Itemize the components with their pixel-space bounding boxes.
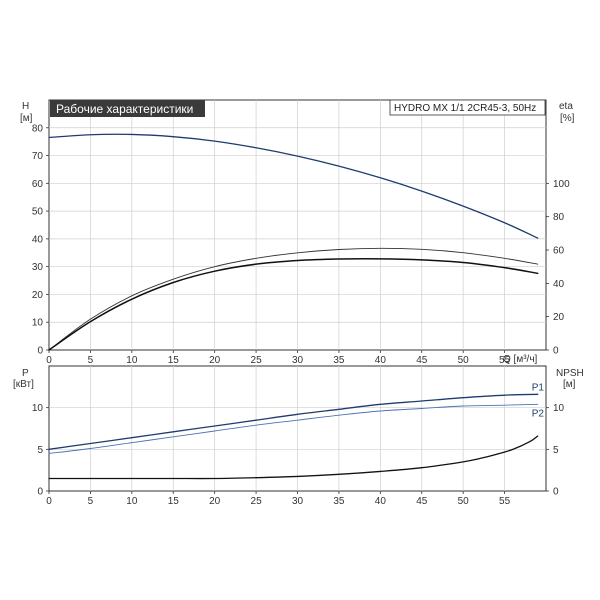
top-x-tick-label: 20: [209, 355, 221, 366]
top-x-tick-label: 30: [292, 355, 304, 366]
bottom-x-tick-label: 10: [126, 496, 138, 507]
top-right-tick-label: 100: [553, 179, 570, 190]
top-x-tick-label: 10: [126, 355, 138, 366]
top-x-tick-label: 45: [416, 355, 428, 366]
top-x-tick-label: 0: [46, 355, 52, 366]
top-x-tick-label: 5: [88, 355, 94, 366]
top-right-tick-label: 80: [553, 212, 565, 223]
bottom-left-tick-label: 5: [37, 445, 43, 456]
bottom-right-tick-label: 10: [553, 403, 565, 414]
model-box: [389, 99, 546, 116]
bottom-tick-labels: 0 5 10 0 5 10 0 5 10 15 20 25 30 35 40 45 50 55: [32, 403, 565, 507]
top-left-tick-label: 40: [32, 234, 44, 245]
top-left-tick-label: 80: [32, 123, 44, 134]
bottom-grid: [46, 366, 549, 494]
top-right-tick-label: 40: [553, 279, 565, 290]
top-x-tick-label: 15: [168, 355, 180, 366]
top-series-line-2: [48, 257, 539, 351]
top-series-line-0: [48, 133, 539, 239]
bottom-left-axis-unit: [кВт]: [13, 379, 34, 390]
bottom-x-tick-label: 25: [251, 496, 263, 507]
bottom-x-tick-label: 35: [333, 496, 345, 507]
top-left-tick-label: 10: [32, 318, 44, 329]
top-right-tick-label: 60: [553, 246, 565, 257]
top-left-tick-label: 70: [32, 151, 44, 162]
top-left-tick-label: 50: [32, 207, 44, 218]
top-right-axis-label: eta: [559, 101, 573, 112]
x-axis-label: Q [м³/ч]: [503, 354, 538, 365]
bottom-x-tick-label: 5: [88, 496, 94, 507]
top-tick-labels: 0 10 20 30 40 50 60 70 80 0 20 40 60 80 100 0 5 10 15 20 25 3…: [32, 123, 570, 366]
bottom-left-tick-label: 0: [37, 487, 43, 498]
bottom-series-line-1: [48, 403, 539, 454]
bottom-right-tick-label: 5: [553, 445, 559, 456]
top-right-tick-label: 20: [553, 312, 565, 323]
top-x-tick-label: 40: [375, 355, 387, 366]
bottom-series-label-0: P1: [532, 382, 545, 393]
header-title: Рабочие характеристики: [56, 102, 193, 116]
top-left-tick-label: 60: [32, 179, 44, 190]
bottom-x-tick-label: 50: [458, 496, 470, 507]
bottom-right-axis-unit: [м]: [563, 379, 576, 390]
bottom-left-tick-label: 10: [32, 403, 44, 414]
top-left-tick-label: 20: [32, 290, 44, 301]
bottom-x-tick-label: 20: [209, 496, 221, 507]
bottom-x-tick-label: 40: [375, 496, 387, 507]
top-x-tick-label: 50: [458, 355, 470, 366]
header-title-bg: [50, 100, 205, 117]
top-left-axis-label: H: [22, 101, 29, 112]
bottom-right-axis-label: NPSH: [556, 368, 584, 379]
model-label: HYDRO MX 1/1 2CR45-3, 50Hz: [394, 103, 536, 114]
top-x-tick-label: 35: [333, 355, 345, 366]
bottom-x-tick-label: 30: [292, 496, 304, 507]
bottom-left-axis-label: P: [22, 368, 29, 379]
top-series: [48, 133, 539, 351]
top-left-tick-label: 0: [37, 346, 43, 357]
top-x-tick-label: 25: [251, 355, 263, 366]
top-series-line-1: [48, 247, 539, 351]
bottom-right-tick-label: 0: [553, 487, 559, 498]
bottom-x-tick-label: 0: [46, 496, 52, 507]
top-left-axis-unit: [м]: [20, 113, 33, 124]
bottom-series: P1 P2: [48, 382, 545, 480]
bottom-series-line-2: [48, 435, 539, 480]
top-x-tick-label: 55: [499, 355, 511, 366]
bottom-x-tick-label: 15: [168, 496, 180, 507]
bottom-series-label-1: P2: [532, 408, 545, 419]
top-left-tick-label: 30: [32, 262, 44, 273]
bottom-series-line-0: [48, 393, 539, 450]
bottom-x-tick-label: 55: [499, 496, 511, 507]
top-right-tick-label: 0: [553, 346, 559, 357]
top-right-axis-unit: [%]: [560, 113, 575, 124]
bottom-x-tick-label: 45: [416, 496, 428, 507]
